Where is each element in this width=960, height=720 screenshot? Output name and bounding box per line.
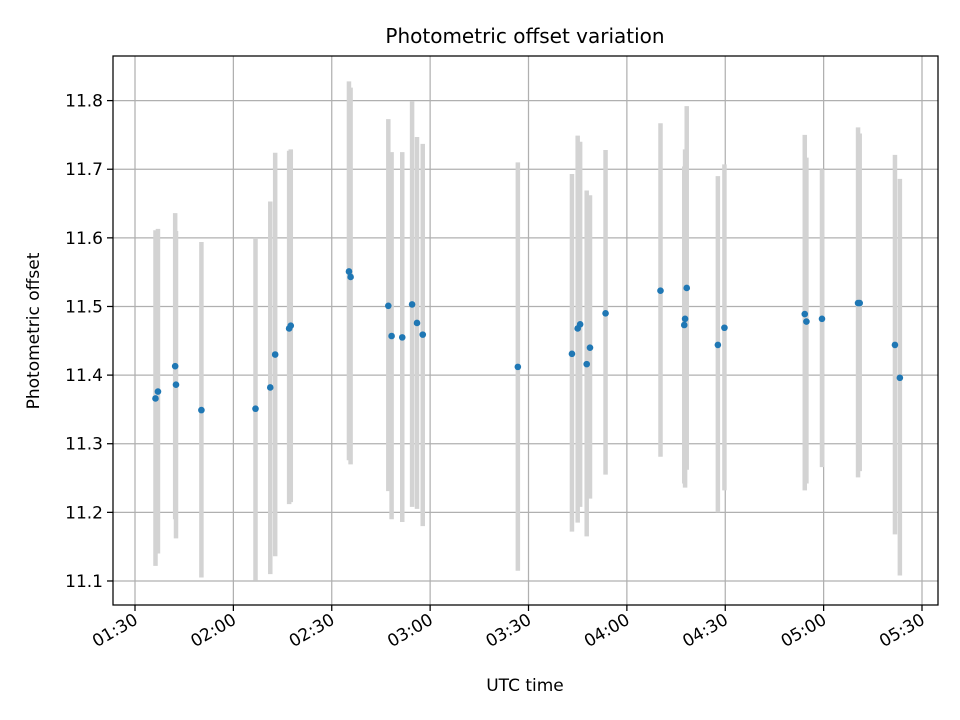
y-tick-label: 11.2 bbox=[65, 503, 103, 523]
data-point bbox=[514, 363, 522, 371]
data-point bbox=[408, 301, 416, 308]
chart-title: Photometric offset variation bbox=[385, 24, 664, 48]
y-axis-label: Photometric offset bbox=[24, 252, 44, 409]
x-axis-label: UTC time bbox=[486, 676, 564, 696]
data-point bbox=[271, 351, 279, 358]
data-point bbox=[287, 322, 295, 329]
data-point bbox=[198, 406, 205, 414]
data-point bbox=[419, 331, 427, 338]
data-point bbox=[266, 384, 274, 391]
data-point bbox=[347, 273, 354, 281]
data-point bbox=[896, 374, 904, 382]
data-point bbox=[818, 315, 826, 323]
data-point bbox=[856, 299, 863, 307]
data-point bbox=[152, 395, 159, 402]
y-tick-label: 11.3 bbox=[65, 435, 103, 455]
plot-frame bbox=[112, 55, 939, 606]
data-point bbox=[398, 334, 406, 341]
y-tick-label: 11.4 bbox=[65, 366, 103, 386]
data-point bbox=[586, 344, 594, 351]
data-point bbox=[714, 341, 722, 349]
y-tick-label: 11.8 bbox=[65, 92, 103, 112]
data-point bbox=[657, 287, 664, 294]
data-point bbox=[801, 310, 809, 318]
y-tick-label: 11.5 bbox=[65, 297, 103, 317]
data-point bbox=[345, 268, 353, 275]
data-point bbox=[171, 362, 179, 370]
data-point bbox=[683, 284, 691, 292]
y-tick-label: 11.1 bbox=[65, 572, 103, 592]
data-point bbox=[721, 324, 728, 332]
data-point bbox=[583, 360, 591, 368]
data-point bbox=[602, 310, 609, 317]
data-point bbox=[568, 350, 576, 358]
data-point bbox=[803, 318, 810, 325]
data-points bbox=[152, 268, 904, 414]
y-tick-label: 11.7 bbox=[65, 160, 103, 180]
data-point bbox=[681, 315, 689, 323]
data-point bbox=[680, 321, 688, 329]
data-point bbox=[172, 381, 180, 389]
data-point bbox=[413, 319, 421, 327]
y-tick-label: 11.6 bbox=[65, 229, 103, 249]
data-point bbox=[576, 321, 584, 328]
grid bbox=[113, 56, 938, 605]
data-point bbox=[154, 388, 162, 395]
data-point bbox=[388, 332, 395, 340]
data-point bbox=[891, 341, 899, 349]
data-point bbox=[385, 302, 392, 310]
data-point bbox=[252, 405, 259, 413]
